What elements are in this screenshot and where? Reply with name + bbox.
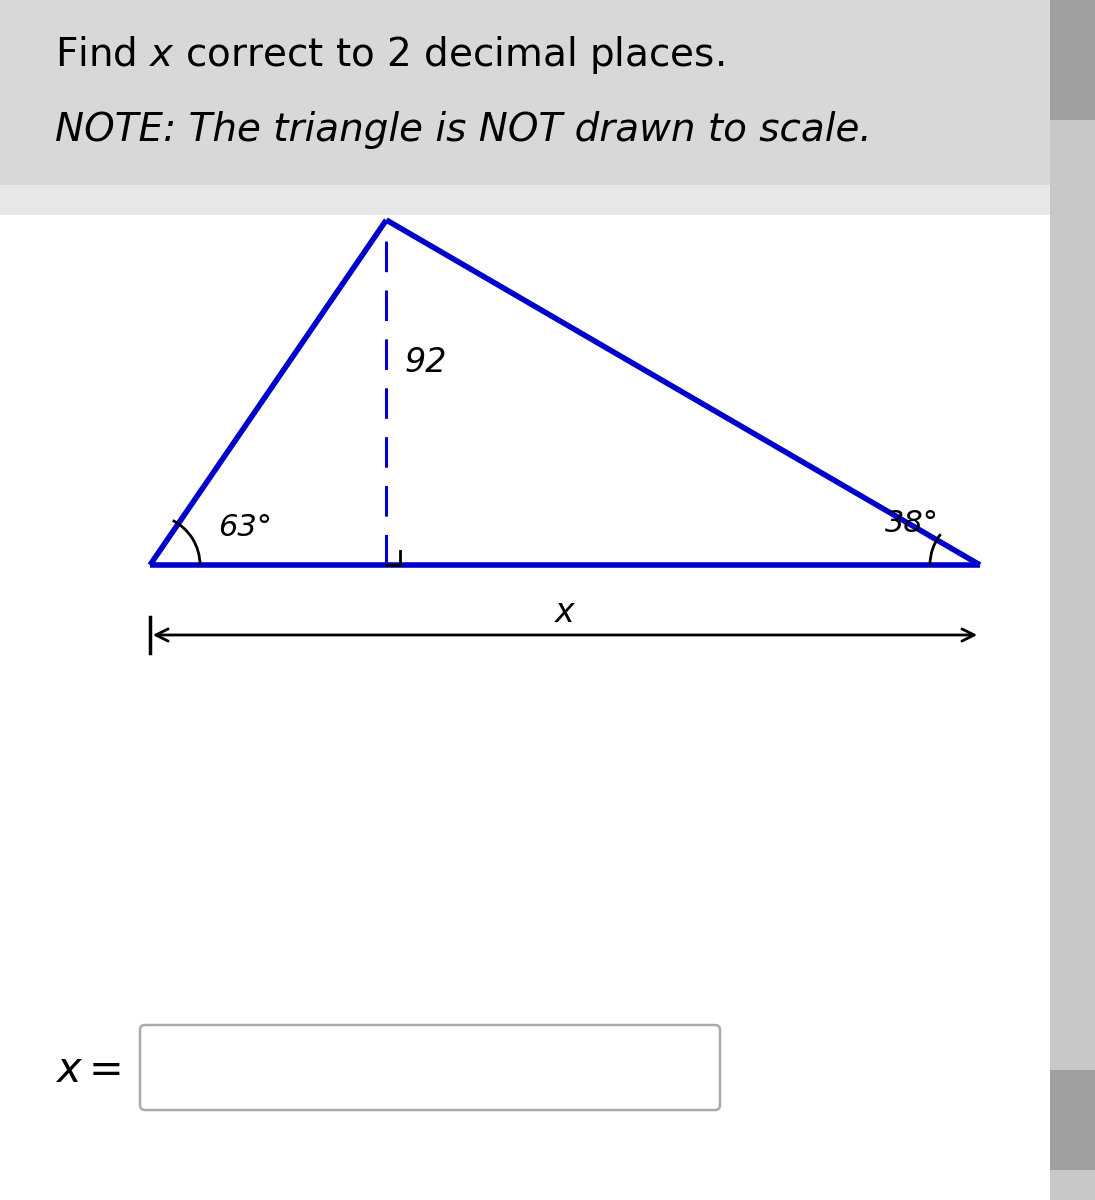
- FancyBboxPatch shape: [1050, 0, 1095, 215]
- FancyBboxPatch shape: [0, 185, 1095, 215]
- FancyBboxPatch shape: [140, 1025, 721, 1110]
- Text: 92: 92: [404, 346, 447, 379]
- FancyBboxPatch shape: [1050, 1070, 1095, 1170]
- Text: x: x: [555, 596, 575, 630]
- FancyBboxPatch shape: [0, 0, 1095, 215]
- Text: Find $x$ correct to 2 decimal places.: Find $x$ correct to 2 decimal places.: [55, 34, 724, 76]
- Text: 38°: 38°: [885, 509, 940, 538]
- Text: 63°: 63°: [218, 512, 272, 541]
- FancyBboxPatch shape: [1050, 215, 1095, 1200]
- Text: NOTE: The triangle is NOT drawn to scale.: NOTE: The triangle is NOT drawn to scale…: [55, 110, 872, 149]
- FancyBboxPatch shape: [1050, 0, 1095, 120]
- Text: $x =$: $x =$: [55, 1049, 122, 1091]
